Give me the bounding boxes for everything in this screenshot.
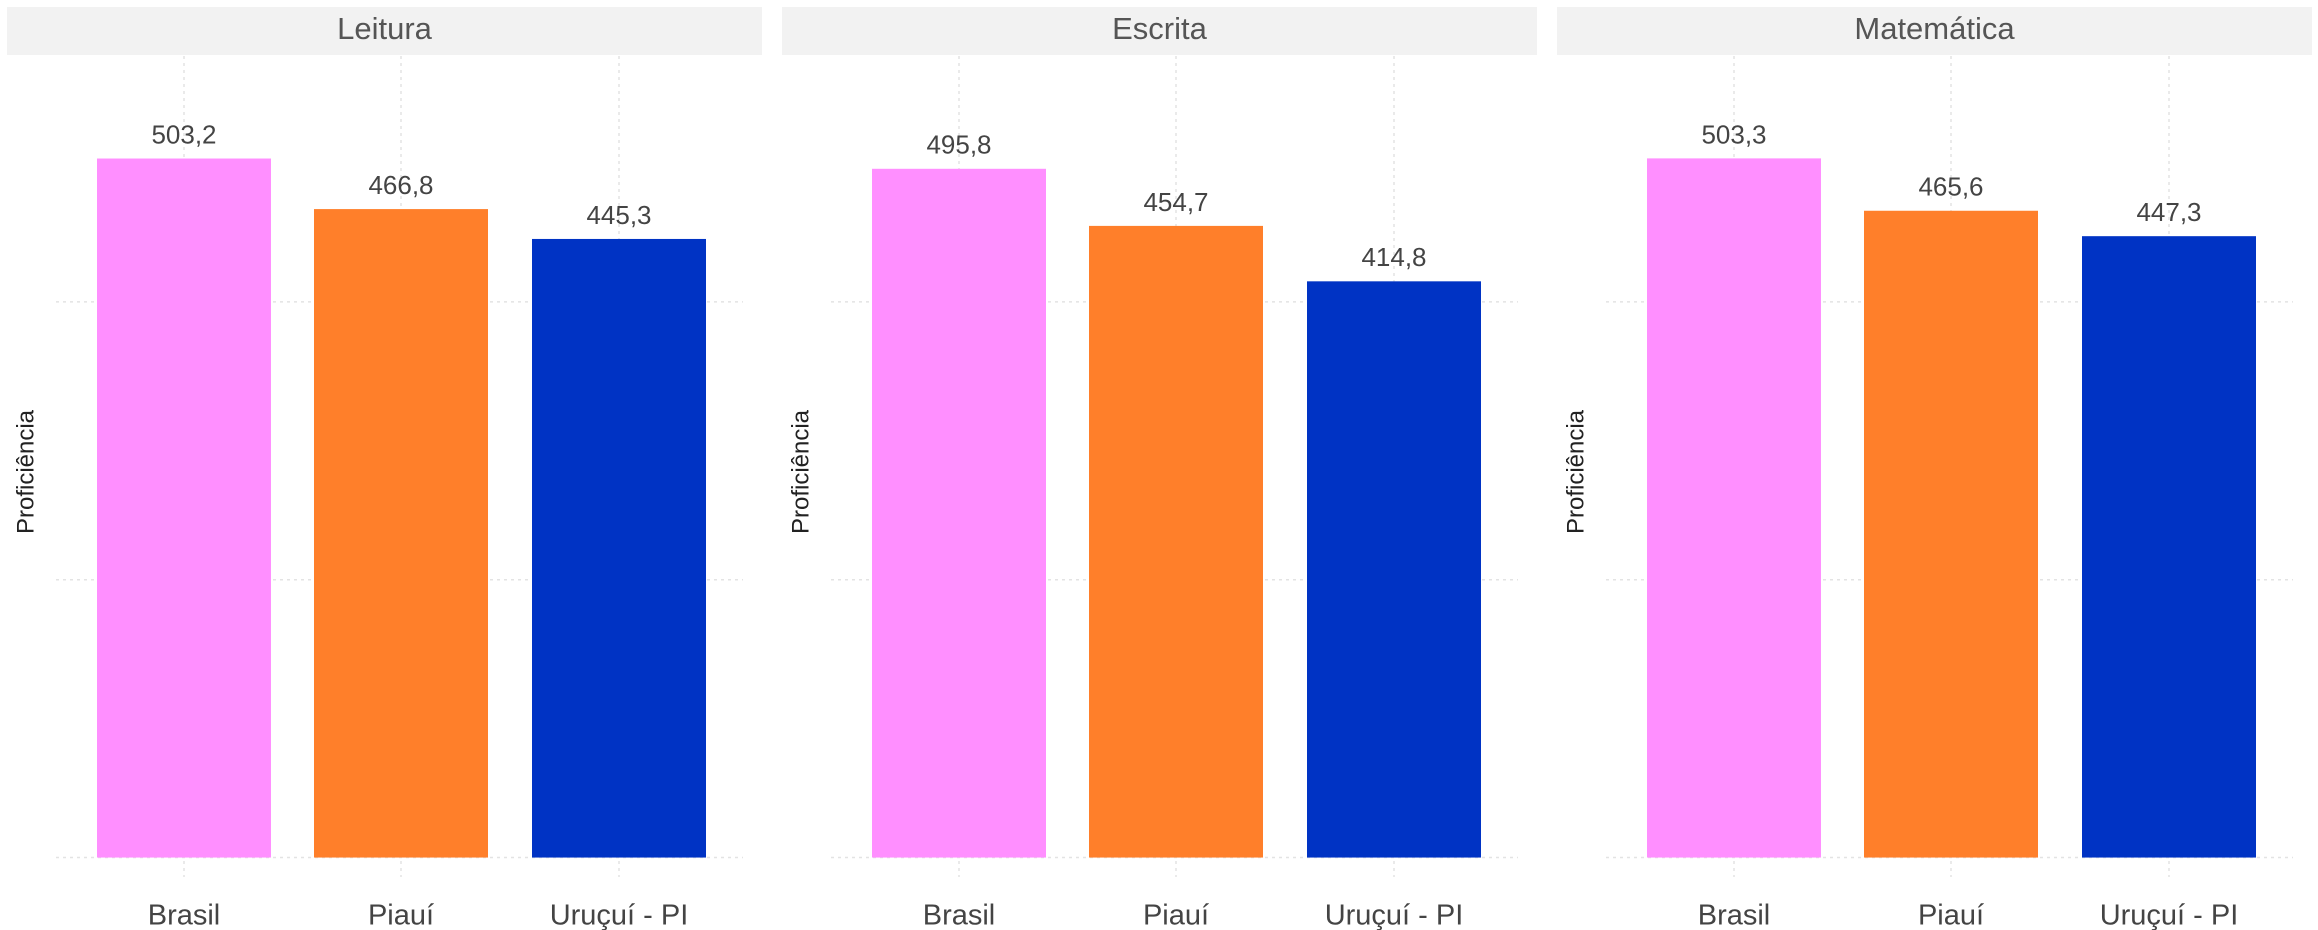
value-label: 454,7 bbox=[1143, 187, 1208, 217]
bar bbox=[872, 168, 1046, 858]
x-tick-label: Piauí bbox=[1918, 900, 1984, 930]
strip bbox=[7, 7, 762, 55]
panel-title: Escrita bbox=[1112, 11, 1208, 46]
value-label: 414,8 bbox=[1361, 242, 1426, 272]
panel: Leitura Proficiência 503,2 Brasil 466,8 Piauí… bbox=[7, 7, 762, 930]
bar bbox=[1647, 158, 1821, 858]
y-axis-label: Proficiência bbox=[787, 409, 814, 534]
panel-title: Leitura bbox=[337, 11, 433, 46]
x-tick-label: Piauí bbox=[1143, 900, 1209, 930]
strip bbox=[1557, 7, 2312, 55]
value-label: 465,6 bbox=[1918, 172, 1983, 202]
value-label: 503,3 bbox=[1701, 119, 1766, 149]
y-axis-label: Proficiência bbox=[1562, 409, 1589, 534]
x-tick-label: Piauí bbox=[368, 900, 434, 930]
bar bbox=[532, 238, 706, 858]
bar bbox=[2082, 236, 2256, 858]
x-tick-label: Uruçuí - PI bbox=[550, 900, 689, 930]
value-label: 495,8 bbox=[926, 130, 991, 160]
bar bbox=[97, 158, 271, 858]
bar bbox=[314, 209, 488, 858]
value-label: 503,2 bbox=[151, 119, 216, 149]
panel: Escrita Proficiência 495,8 Brasil 454,7 Piauí… bbox=[782, 7, 1537, 930]
x-tick-label: Brasil bbox=[148, 900, 221, 930]
y-axis-label: Proficiência bbox=[12, 409, 39, 534]
x-tick-label: Uruçuí - PI bbox=[1325, 900, 1464, 930]
panel-title: Matemática bbox=[1854, 11, 2015, 46]
bar bbox=[1089, 225, 1263, 858]
value-label: 466,8 bbox=[368, 170, 433, 200]
value-label: 447,3 bbox=[2136, 197, 2201, 227]
panel: Matemática Proficiência 503,3 Brasil 465,6 Pi… bbox=[1557, 7, 2312, 930]
x-tick-label: Brasil bbox=[1698, 900, 1771, 930]
x-tick-label: Uruçuí - PI bbox=[2100, 900, 2239, 930]
value-label: 445,3 bbox=[586, 200, 651, 230]
strip bbox=[782, 7, 1537, 55]
bar bbox=[1307, 281, 1481, 858]
bar bbox=[1864, 210, 2038, 858]
x-tick-label: Brasil bbox=[923, 900, 996, 930]
